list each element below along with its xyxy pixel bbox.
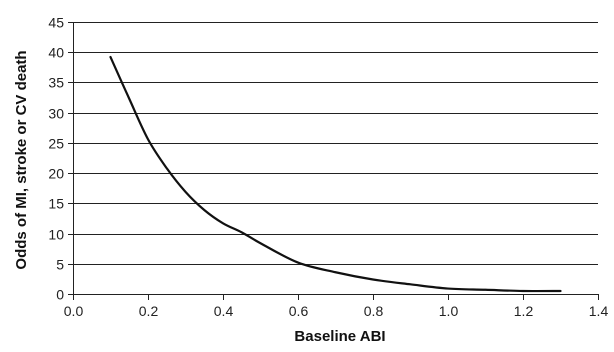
y-tick-label: 15 xyxy=(48,196,64,212)
x-tick-label: 1.4 xyxy=(589,303,609,319)
y-tick-label: 10 xyxy=(48,227,64,243)
x-tick-label: 1.2 xyxy=(514,303,534,319)
x-tick-label: 0.0 xyxy=(64,303,84,319)
x-axis-title: Baseline ABI xyxy=(294,328,385,345)
x-tick-label: 1.0 xyxy=(439,303,459,319)
y-tick-label: 45 xyxy=(48,15,64,31)
y-tick-label: 20 xyxy=(48,166,64,182)
x-tick-label: 0.4 xyxy=(214,303,234,319)
y-tick-label: 5 xyxy=(56,257,64,273)
y-tick-label: 35 xyxy=(48,75,64,91)
x-tick-label: 0.6 xyxy=(289,303,309,319)
y-axis-title: Odds of MI, stroke or CV death xyxy=(13,50,30,269)
x-tick-label: 0.8 xyxy=(364,303,384,319)
y-tick-label: 25 xyxy=(48,136,64,152)
y-tick-label: 0 xyxy=(56,287,64,303)
series-layer xyxy=(109,55,562,293)
x-tick-label: 0.2 xyxy=(139,303,159,319)
horizontal-gridlines xyxy=(73,22,598,265)
y-tick-label: 30 xyxy=(48,106,64,122)
axes xyxy=(73,22,598,295)
y-axis-ticks: 0 5 10 15 20 25 30 35 40 45 xyxy=(48,15,73,303)
y-tick-label: 40 xyxy=(48,45,64,61)
series-line-0 xyxy=(109,55,562,293)
x-axis-ticks: 0.0 0.2 0.4 0.6 0.8 1.0 1.2 1.4 xyxy=(64,294,609,319)
